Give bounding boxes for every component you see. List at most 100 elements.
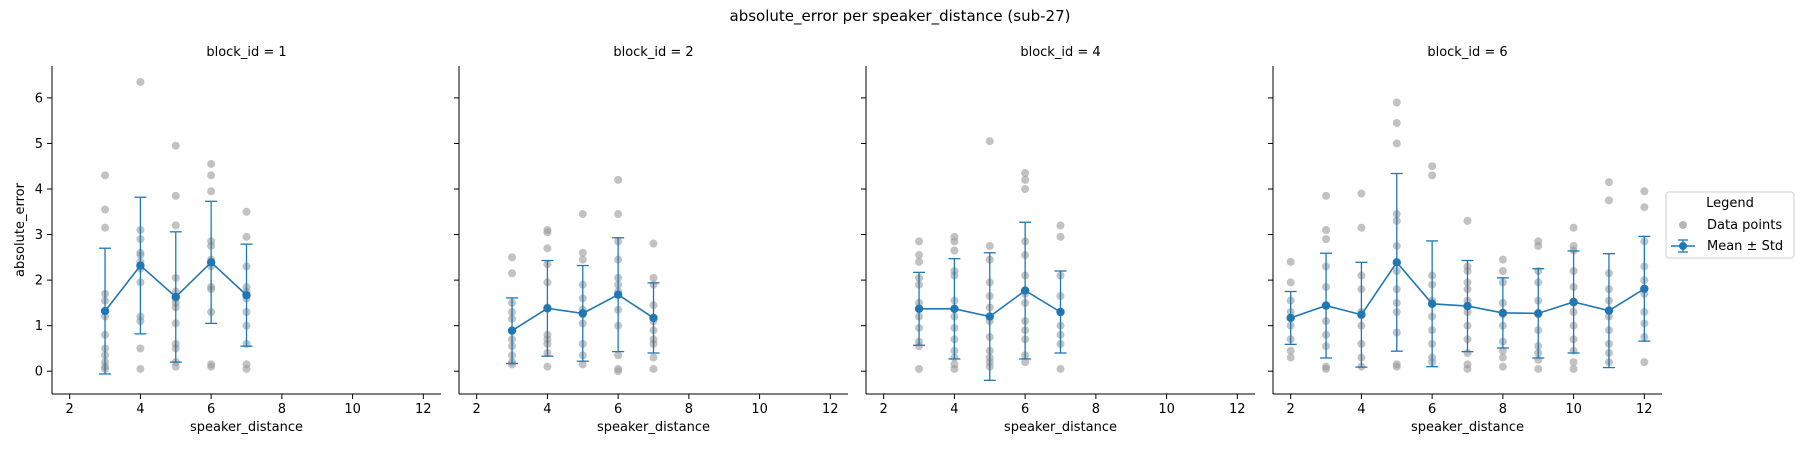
x-tick-label: 4 [136,402,144,417]
data-point [1428,162,1437,171]
x-tick-label: 10 [1565,402,1582,417]
mean-marker [1604,306,1614,315]
y-tick-label: 4 [35,183,43,198]
x-tick-label: 10 [344,402,361,417]
y-tick-label: 6 [35,91,43,106]
data-point [1534,364,1543,373]
data-point [136,344,145,353]
data-point [1392,98,1401,107]
data-point [1498,267,1507,275]
legend-points-label: Data points [1707,218,1782,233]
x-tick-label: 2 [880,402,888,417]
data-point [915,257,924,266]
data-point [1463,364,1472,373]
data-point [578,360,587,369]
data-point [242,364,251,373]
mean-marker [578,309,587,318]
mean-marker [507,326,517,335]
mean-marker [1020,286,1030,295]
data-point [101,205,110,214]
data-point [1569,223,1578,232]
mean-marker [1357,310,1366,319]
data-point [508,253,517,262]
y-tick-label: 5 [35,137,43,152]
mean-marker [1427,299,1437,308]
data-point [1056,221,1065,230]
data-point [543,362,552,371]
x-axis-label: speaker_distance [190,420,303,435]
x-tick-label: 4 [543,402,551,417]
data-point [242,207,251,216]
data-point [1640,358,1649,367]
data-point [1056,232,1065,241]
x-tick-label: 6 [1021,402,1029,417]
data-point [1392,118,1401,127]
mean-marker [950,304,959,314]
mean-marker [1321,301,1331,310]
data-point [915,251,924,260]
y-tick-label: 0 [35,365,43,380]
data-point [649,239,658,248]
data-point [508,360,517,369]
legend-points-marker [1679,221,1687,229]
facet-panel-2: 2 4 6 8 10 12 block_id = 2 speaker_distance [454,45,848,435]
data-point [1534,241,1543,250]
x-tick-label: 6 [614,402,622,417]
data-point [1463,216,1472,225]
data-point [1604,178,1613,187]
facet-panel-4: 2 4 6 8 10 12 block_id = 6 speaker_distance [1268,45,1662,435]
mean-marker [1463,301,1472,311]
data-point [101,223,110,232]
data-point [1322,226,1331,234]
data-point [950,364,959,373]
data-point [508,269,517,278]
mean-marker [914,304,924,314]
data-point [1021,358,1030,367]
x-tick-label: 4 [950,402,958,417]
mean-marker [1498,308,1508,318]
x-axis-label: speaker_distance [1004,420,1117,435]
x-tick-label: 12 [822,402,839,417]
data-point [1286,346,1295,355]
data-point [242,232,251,241]
x-tick-label: 4 [1357,402,1365,417]
x-tick-label: 12 [1229,402,1246,417]
data-point [614,351,623,360]
legend-mean-label: Mean ± Std [1707,239,1783,254]
data-point [136,364,145,373]
x-axis-label: speaker_distance [1411,420,1524,435]
facet-panel-3: 2 4 6 8 10 12 block_id = 4 speaker_distance [861,45,1255,435]
data-point [1428,171,1437,180]
data-point [614,367,623,376]
x-tick-label: 2 [1287,402,1295,417]
data-point [1498,353,1507,362]
x-tick-label: 8 [1092,402,1100,417]
data-point [950,237,959,246]
data-point [1640,203,1649,212]
mean-marker [613,290,623,299]
data-point [1640,187,1649,196]
mean-marker [1569,297,1578,307]
data-point [1322,235,1331,244]
x-tick-label: 12 [1636,402,1653,417]
data-point [1021,185,1030,193]
data-point [950,246,959,255]
x-tick-label: 6 [207,402,215,417]
mean-marker [1286,313,1295,323]
data-point [614,175,623,184]
data-point [543,244,552,253]
x-tick-label: 2 [473,402,481,417]
x-tick-label: 10 [1158,402,1175,417]
data-point [171,191,180,200]
data-point [915,364,924,373]
data-point [101,171,110,180]
data-point [1322,364,1331,373]
data-point [1498,255,1507,264]
x-tick-label: 10 [751,402,768,417]
x-tick-label: 6 [1428,402,1436,417]
data-point [171,362,180,371]
data-point [915,342,924,351]
panel-title: block_id = 4 [1020,45,1100,60]
